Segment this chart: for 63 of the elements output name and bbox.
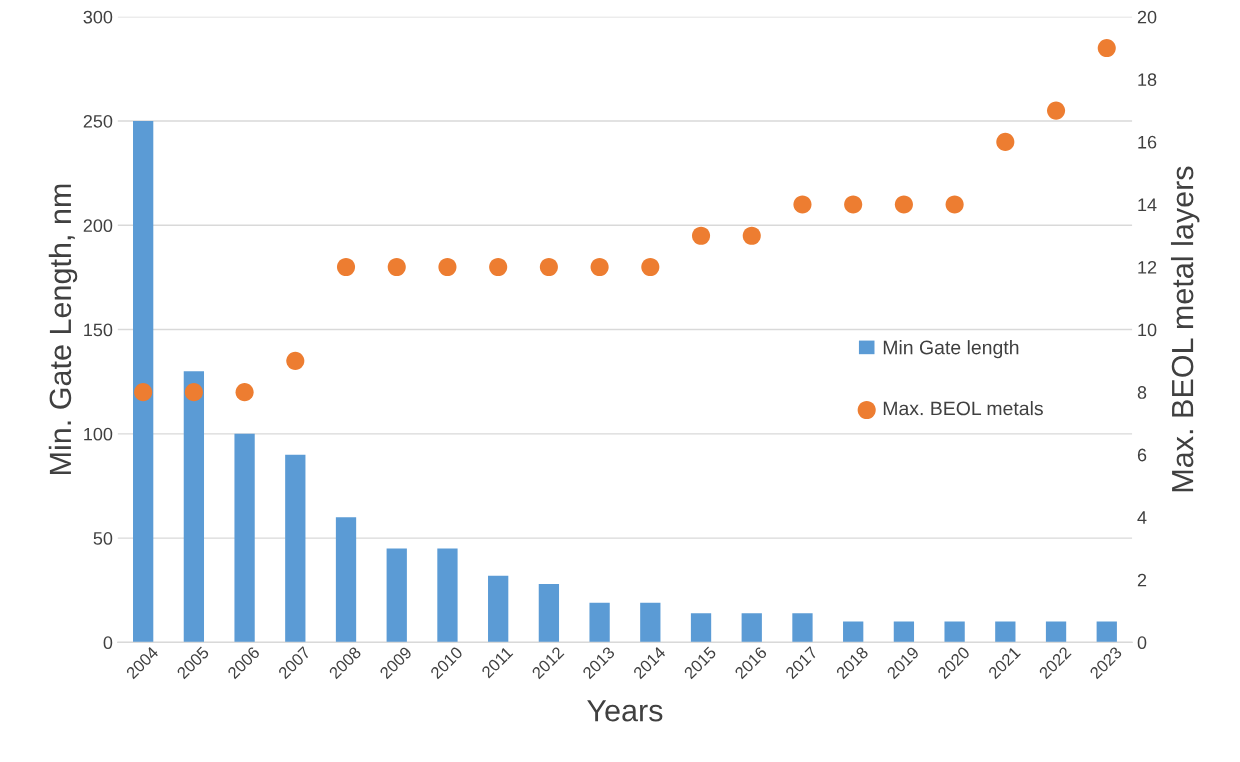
- bar: [386, 548, 407, 643]
- point: [336, 257, 356, 277]
- y-tick-label: 150: [84, 323, 113, 337]
- point: [1097, 38, 1116, 58]
- bar: [944, 621, 965, 643]
- y-tick-label: 250: [83, 114, 113, 128]
- point: [489, 257, 508, 277]
- point: [793, 195, 812, 214]
- bar: [335, 517, 357, 643]
- point: [894, 195, 913, 214]
- y2-tick-label: 4: [1137, 511, 1147, 524]
- bar: [538, 583, 560, 643]
- bar: [843, 621, 864, 643]
- bar: [234, 433, 255, 643]
- point: [742, 226, 761, 245]
- bar: [488, 575, 509, 643]
- point: [235, 383, 254, 402]
- point: [641, 257, 660, 277]
- y2-tick-label: 2: [1137, 573, 1147, 587]
- y2-tick-label: 0: [1137, 636, 1147, 650]
- bar: [285, 454, 306, 643]
- bar: [690, 613, 712, 643]
- y-tick-label: 100: [84, 427, 113, 441]
- point: [844, 195, 863, 214]
- point: [184, 383, 203, 402]
- y2-axis-title: Max. BEOL metal layers: [1170, 166, 1200, 492]
- bar: [741, 613, 762, 643]
- y-tick-label: 0: [103, 636, 113, 650]
- bar: [792, 613, 813, 643]
- bar: [1096, 621, 1117, 643]
- point: [438, 257, 457, 277]
- y2-tick-label: 10: [1138, 323, 1157, 337]
- y2-tick-label: 6: [1137, 448, 1147, 462]
- point: [590, 257, 609, 277]
- y2-tick-label: 16: [1138, 135, 1157, 149]
- y-tick-label: 200: [83, 219, 113, 233]
- point: [945, 195, 964, 214]
- bar: [1045, 621, 1067, 643]
- legend-label: Max. BEOL metals: [883, 401, 1043, 416]
- y2-tick-label: 14: [1138, 198, 1157, 211]
- point: [286, 351, 305, 370]
- point: [134, 383, 153, 402]
- legend-label: Min Gate length: [883, 340, 1019, 359]
- point: [387, 257, 406, 277]
- y2-tick-label: 18: [1138, 73, 1157, 87]
- y-tick-label: 300: [83, 10, 113, 24]
- bar: [183, 371, 205, 643]
- bar: [133, 121, 154, 643]
- point: [539, 257, 558, 277]
- x-axis-title: Years: [587, 700, 663, 722]
- point: [1046, 101, 1066, 120]
- bar: [589, 602, 610, 643]
- bar: [893, 621, 915, 643]
- bar: [437, 548, 458, 643]
- bar: [995, 621, 1016, 643]
- y-axis-title: Min. Gate Length, nm: [48, 184, 78, 474]
- y-tick-label: 50: [93, 532, 113, 545]
- y2-tick-label: 12: [1138, 260, 1157, 274]
- bar: [640, 602, 661, 643]
- y2-tick-label: 20: [1137, 10, 1157, 24]
- y2-tick-label: 8: [1137, 386, 1147, 399]
- point: [996, 132, 1015, 151]
- point: [691, 226, 711, 245]
